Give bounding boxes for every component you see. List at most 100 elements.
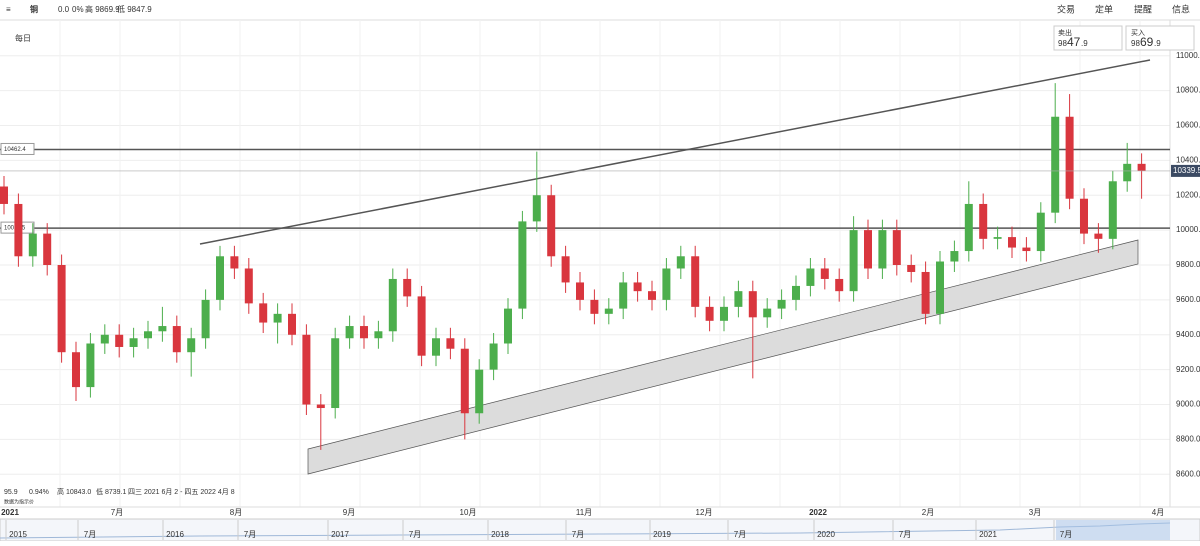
candle-body	[979, 203, 988, 239]
candle-body	[388, 278, 397, 332]
candle-body	[950, 251, 959, 262]
y-tick-label: 11000.0	[1176, 51, 1200, 60]
info-change-pct: 0.94%	[29, 489, 49, 496]
hline-label-box	[0, 142, 35, 155]
candle-body	[129, 338, 138, 347]
candle-body	[273, 313, 282, 323]
candle-body	[302, 334, 311, 405]
y-tick-label: 8600.0	[1176, 469, 1200, 478]
candle-body	[1065, 116, 1074, 199]
candle-body	[259, 303, 268, 323]
menu-icon[interactable]: ≡	[6, 5, 11, 14]
y-tick-label: 10400.0	[1176, 155, 1200, 164]
candle-body	[230, 256, 239, 269]
candle-body	[964, 203, 973, 252]
candle-body	[1080, 198, 1088, 234]
x-tick-label: 8月	[230, 508, 242, 517]
candle-body	[158, 326, 167, 332]
toolbar	[0, 0, 1200, 20]
candle-body	[28, 233, 37, 257]
x-tick-label: 10月	[460, 508, 477, 517]
y-tick-label: 9800.0	[1176, 260, 1200, 269]
candle-body	[345, 326, 354, 339]
navigator-label: 7月	[899, 530, 911, 539]
candle-body	[849, 230, 858, 292]
candle-body	[1008, 237, 1016, 248]
day-high: 高 9869.9	[85, 4, 120, 14]
x-tick-label: 2021	[1, 508, 19, 517]
candle-body	[662, 268, 671, 300]
candle-body	[648, 291, 656, 300]
navigator-window[interactable]	[1056, 520, 1170, 540]
sell-main: 47	[1067, 35, 1081, 49]
symbol[interactable]: 铜	[30, 4, 38, 14]
navigator-label: 7月	[572, 530, 584, 539]
candle-body	[576, 282, 584, 300]
candle-body	[57, 265, 66, 353]
candle-body	[489, 343, 498, 370]
y-tick-label: 9400.0	[1176, 330, 1200, 339]
y-tick-label: 10600.0	[1176, 121, 1200, 130]
x-tick-label: 2月	[922, 508, 934, 517]
info-range: 四三 2021 6月 2 - 四五 2022 4月 8	[128, 488, 235, 496]
tab[interactable]: 提醒	[1134, 4, 1152, 14]
navigator-label: 7月	[84, 530, 96, 539]
tab[interactable]: 交易	[1057, 3, 1075, 14]
sell-box[interactable]	[1053, 25, 1123, 51]
candle-body	[475, 369, 484, 414]
navigator-label: 7月	[1060, 530, 1072, 539]
candle-body	[115, 334, 124, 347]
candle-body	[993, 237, 1002, 239]
info-note: 数据为指示价	[4, 498, 34, 505]
y-tick-label: 10000.0	[1176, 225, 1200, 234]
y-tick-label: 9200.0	[1176, 365, 1200, 374]
candle-body	[734, 291, 743, 307]
candle-body	[892, 230, 901, 265]
navigator-label: 2015	[9, 530, 27, 539]
candle-body	[864, 230, 872, 269]
buy-label: 买入	[1131, 29, 1145, 37]
candle-body	[676, 256, 685, 269]
x-tick-label: 2022	[809, 508, 827, 517]
info-change: 95.9	[4, 489, 18, 496]
candle-body	[43, 233, 52, 265]
period[interactable]: 每日	[15, 33, 31, 43]
candle-body	[1123, 163, 1132, 182]
candle-body	[460, 348, 469, 414]
candle-body	[561, 256, 570, 283]
candle-body	[446, 338, 455, 349]
navigator-label: 7月	[244, 530, 256, 539]
candle-body	[691, 256, 700, 307]
candle-body	[331, 338, 340, 409]
candle-body	[86, 343, 95, 388]
candle-body	[705, 306, 714, 321]
candle-body	[144, 331, 152, 339]
candle-body	[748, 291, 757, 318]
buy-small: .9	[1154, 39, 1161, 48]
buy-big: 98	[1131, 39, 1140, 48]
candle-body	[633, 282, 642, 292]
x-tick-label: 12月	[696, 508, 713, 517]
change: 0.0	[58, 5, 70, 14]
candle-body	[374, 331, 383, 339]
candle-body	[288, 313, 296, 335]
tab[interactable]: 信息	[1172, 3, 1190, 14]
info-high: 高 10843.0	[57, 487, 91, 496]
navigator-label: 2020	[817, 530, 835, 539]
candle-body	[720, 306, 728, 321]
y-tick-label: 9600.0	[1176, 295, 1200, 304]
candle-body	[792, 285, 800, 300]
x-tick-label: 3月	[1029, 508, 1041, 517]
candle-body	[417, 296, 426, 356]
navigator-label: 2021	[979, 530, 997, 539]
candle-body	[432, 338, 440, 356]
last-price-label: 10339.5	[1173, 166, 1200, 175]
candle-body	[619, 282, 628, 309]
y-tick-label: 10800.0	[1176, 86, 1200, 95]
buy-box[interactable]	[1125, 25, 1195, 51]
navigator-label: 2017	[331, 530, 349, 539]
navigator-label: 2018	[491, 530, 509, 539]
candle-body	[777, 299, 786, 309]
sell-big: 98	[1058, 39, 1067, 48]
tab[interactable]: 定单	[1095, 3, 1113, 14]
